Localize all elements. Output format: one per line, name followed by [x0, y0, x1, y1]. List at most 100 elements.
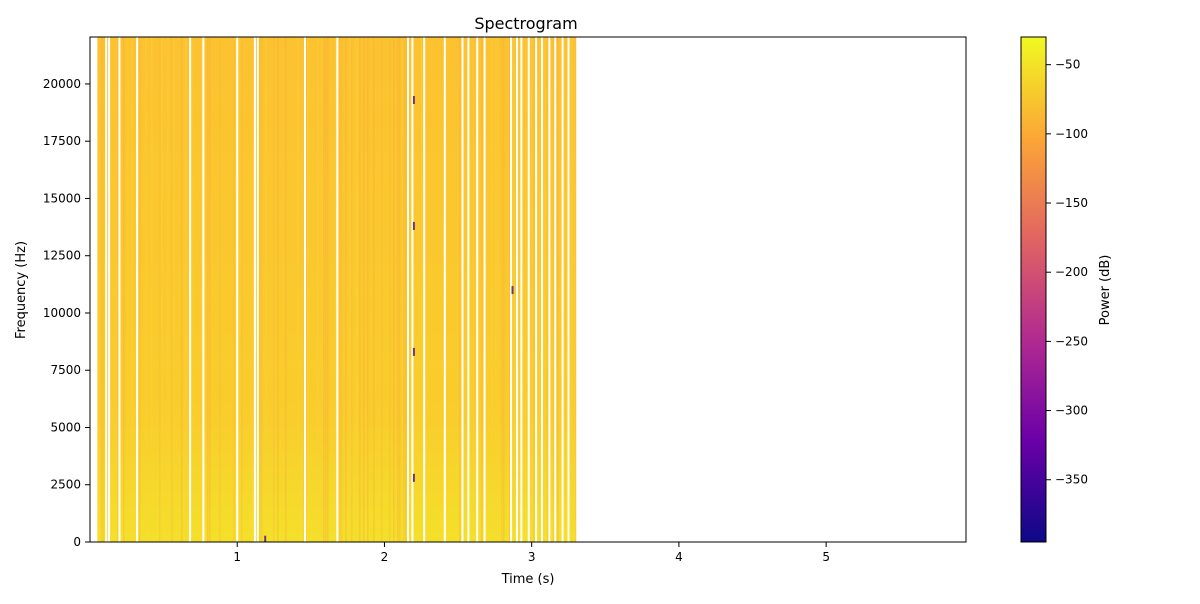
spectrogram-stripe [123, 37, 125, 542]
spectrogram-stripe [219, 37, 221, 542]
spectrogram-stripe [513, 37, 515, 542]
spectrogram-stripe [553, 37, 555, 542]
spectrogram-stripe [399, 37, 401, 542]
spectrogram-stripe [509, 37, 511, 542]
spectrogram-stripe [297, 37, 299, 542]
silence-gap [105, 37, 108, 542]
spectrogram-stripe [317, 37, 319, 542]
low-power-spot [412, 95, 415, 104]
colorbar-axis: −50 −100 −150 −200 −250 −300 −350 [1046, 58, 1088, 487]
y-tick-label: 15000 [43, 191, 81, 205]
x-tick-label: 2 [381, 550, 389, 564]
spectrogram-stripe [323, 37, 325, 542]
spectrogram-stripe [159, 37, 161, 542]
silence-gap [527, 37, 530, 542]
spectrogram-stripe [235, 37, 237, 542]
low-power-spot [412, 221, 415, 230]
silence-gap [515, 37, 518, 542]
spectrogram-stripe [339, 37, 341, 542]
low-power-spot [264, 535, 267, 542]
spectrogram-stripe [367, 37, 369, 542]
spectrogram-stripe [207, 37, 209, 542]
spectrogram-stripe [459, 37, 461, 542]
silence-gap [118, 37, 121, 542]
spectrogram-stripe [495, 37, 497, 542]
colorbar [1020, 36, 1047, 543]
spectrogram-stripe [185, 37, 187, 542]
spectrogram-stripe [497, 37, 499, 542]
silence-gap [303, 37, 306, 542]
silence-gap [510, 37, 513, 542]
colorbar-tick-label: −350 [1055, 473, 1088, 487]
spectrogram-stripe [131, 37, 133, 542]
spectrogram-stripe [259, 37, 261, 542]
spectrogram-stripe [503, 37, 505, 542]
low-power-spot [511, 286, 514, 295]
spectrogram-stripe [349, 37, 351, 542]
x-tick-label: 3 [528, 550, 536, 564]
spectrogram-stripe [491, 37, 493, 542]
spectrogram-stripe [359, 37, 361, 542]
spectrogram-stripe [557, 37, 559, 542]
silence-gap [554, 37, 557, 542]
spectrogram-stripe [303, 37, 305, 542]
spectrogram-stripe [161, 37, 163, 542]
silence-gap [256, 37, 259, 542]
spectrogram-stripe [381, 37, 383, 542]
plot-frame [89, 36, 967, 543]
spectrogram-stripe [357, 37, 359, 542]
silence-gap [567, 37, 570, 542]
spectrogram-stripe [345, 37, 347, 542]
spectrogram-stripe [533, 37, 535, 542]
spectrogram-stripe [351, 37, 353, 542]
colorbar-tick-label: −250 [1055, 334, 1088, 348]
y-axis-label: Frequency (Hz) [14, 241, 29, 339]
spectrogram-stripe [321, 37, 323, 542]
x-axis: 1 2 3 4 5 [233, 542, 830, 564]
colorbar-tick-label: −300 [1055, 404, 1088, 418]
spectrogram-stripe [191, 37, 193, 542]
plot-area [97, 37, 577, 542]
silence-gap [202, 37, 205, 542]
y-tick-label: 5000 [50, 420, 81, 434]
silence-gap [483, 37, 486, 542]
spectrogram-stripe [101, 37, 103, 542]
spectrogram-stripe [531, 37, 533, 542]
silence-gap [108, 37, 111, 542]
spectrogram-stripe [241, 37, 243, 542]
low-power-spot [412, 347, 415, 356]
spectrogram-stripe [547, 37, 549, 542]
spectrogram-stripe [103, 37, 105, 542]
spectrogram-stripe [173, 37, 175, 542]
y-tick-label: 12500 [43, 249, 81, 263]
colorbar-tick-label: −200 [1055, 265, 1088, 279]
y-tick-label: 7500 [50, 363, 81, 377]
y-tick-label: 20000 [43, 77, 81, 91]
spectrogram-stripe [261, 37, 263, 542]
silence-gap [189, 37, 192, 542]
chart-title: Spectrogram [474, 14, 577, 33]
spectrogram-stripe [167, 37, 169, 542]
silence-gap [520, 37, 523, 542]
spectrogram-stripe [501, 37, 503, 542]
colorbar-tick-label: −150 [1055, 196, 1088, 210]
spectrogram-stripe [285, 37, 287, 542]
spectrogram-stripe [393, 37, 395, 542]
spectrogram-stripe [233, 37, 235, 542]
spectrogram-stripe [145, 37, 147, 542]
spectrogram-stripe [139, 37, 141, 542]
spectrogram-stripe [209, 37, 211, 542]
silence-gap [407, 37, 410, 542]
spectrogram-stripe [571, 37, 573, 542]
silence-gap [561, 37, 564, 542]
x-tick-label: 5 [822, 550, 830, 564]
spectrogram-stripe [127, 37, 129, 542]
silence-gap [443, 37, 446, 542]
silence-gap [423, 37, 426, 542]
y-axis: 0 2500 5000 7500 10000 12500 15000 17500 20000 [43, 77, 90, 549]
silence-gap [548, 37, 551, 542]
spectrogram-stripe [325, 37, 327, 542]
silence-gap [236, 37, 239, 542]
silence-gap [461, 37, 464, 542]
